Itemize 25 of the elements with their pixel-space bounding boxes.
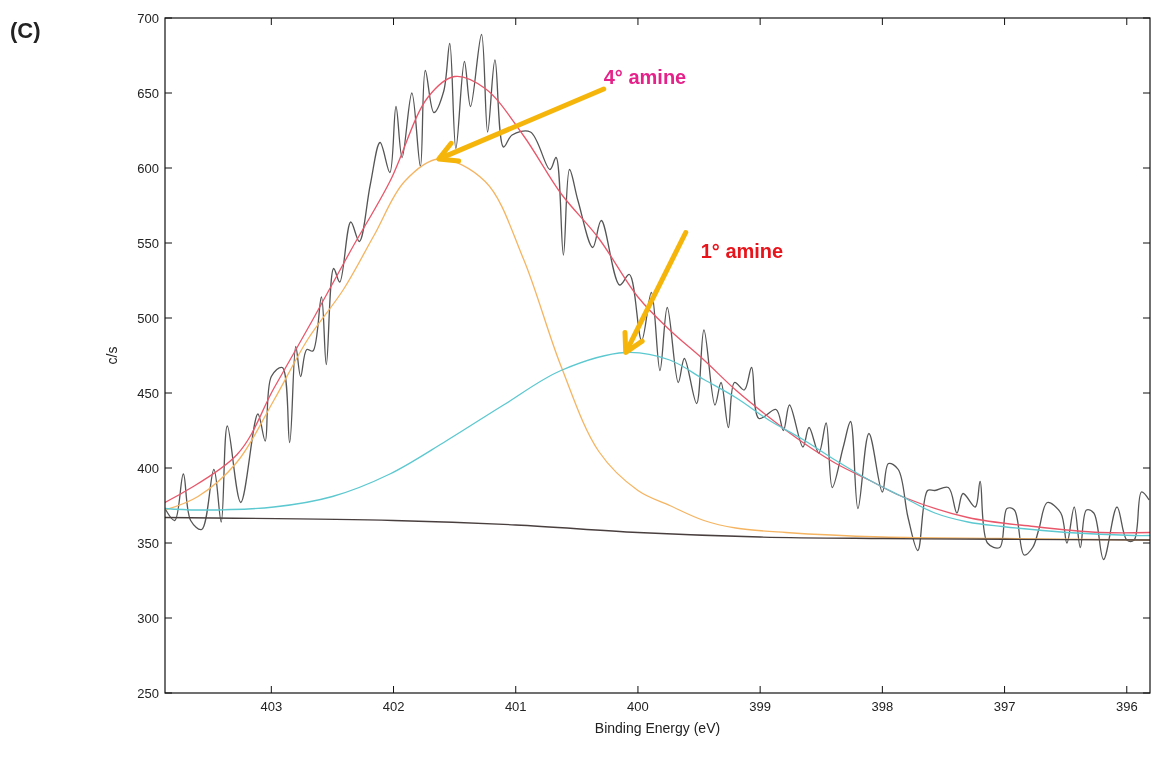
line-series xyxy=(165,351,1150,537)
x-tick-label: 402 xyxy=(382,699,405,714)
x-tick-label: 398 xyxy=(871,699,894,714)
x-axis-title: Binding Energy (eV) xyxy=(594,720,721,736)
x-tick-label: 403 xyxy=(260,699,283,714)
y-tick-label: 500 xyxy=(137,310,159,326)
y-tick-label: 700 xyxy=(137,10,159,26)
y-tick-label: 600 xyxy=(137,160,159,176)
x-tick-label: 400 xyxy=(627,699,649,714)
line-series xyxy=(165,516,1150,541)
y-axis-title: c/s xyxy=(104,346,120,365)
x-tick-label: 399 xyxy=(749,699,772,714)
y-tick-label: 250 xyxy=(137,685,159,701)
chart-title: (C) xyxy=(10,18,41,43)
y-tick-label: 650 xyxy=(137,85,159,101)
y-tick-label: 400 xyxy=(137,460,159,476)
annotation: 1° amine xyxy=(700,239,784,262)
annotation: 4° amine xyxy=(603,66,687,88)
x-tick-label: 397 xyxy=(993,699,1016,714)
y-tick-label: 450 xyxy=(137,385,159,401)
y-tick-label: 550 xyxy=(137,235,159,251)
y-tick-label: 300 xyxy=(137,610,159,626)
x-tick-label: 401 xyxy=(504,699,527,714)
x-tick-label: 396 xyxy=(1115,699,1138,714)
y-tick-label: 350 xyxy=(137,535,159,551)
